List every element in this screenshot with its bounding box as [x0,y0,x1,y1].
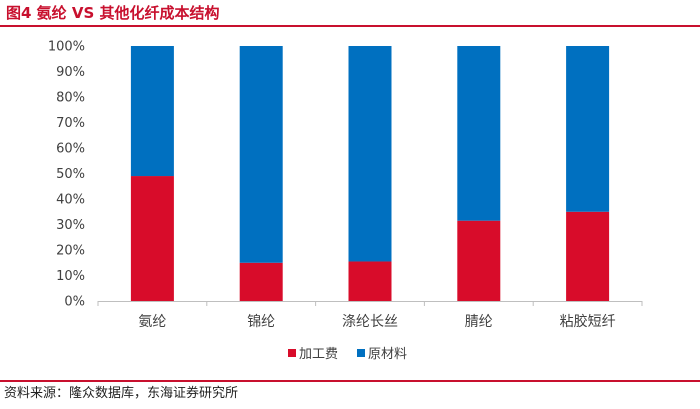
bar-material [348,46,392,262]
x-tick-label: 涤纶长丝 [342,314,398,330]
bar-material [566,46,610,212]
source-note: 资料来源：隆众数据库，东海证券研究所 [4,386,239,401]
stacked-bar-chart: 0% 10% 20% 30% 40% 50% 60% 70% 80% 90% 100% 氨纶 锦纶 涤纶… [48,40,643,362]
y-tick-label: 50% [56,167,85,182]
title-rule [0,25,700,27]
legend-label: 原材料 [368,347,407,362]
legend-label: 加工费 [299,347,338,362]
x-axis: 氨纶 锦纶 涤纶长丝 腈纶 粘胶短纤 [97,301,643,330]
x-tick-label: 氨纶 [138,314,166,330]
legend-swatch [357,349,365,357]
bar-processing [566,211,610,301]
y-tick-label: 70% [56,116,85,131]
bar-processing [130,176,174,301]
x-tick-label: 腈纶 [465,314,493,330]
x-tick-label: 粘胶短纤 [560,313,616,330]
bar-processing [348,261,392,301]
y-tick-label: 100% [48,40,85,55]
x-tick-label: 锦纶 [247,313,275,330]
y-axis: 0% 10% 20% 30% 40% 50% 60% 70% 80% 90% 100% [48,40,85,310]
y-tick-label: 80% [56,91,85,106]
y-tick-label: 60% [56,142,85,157]
bar-material [130,46,174,177]
y-tick-label: 20% [56,244,85,259]
y-tick-label: 10% [56,269,85,284]
y-tick-label: 90% [56,65,85,80]
figure-title: 图4 氨纶 VS 其他化纤成本结构 [6,4,220,22]
bars [130,46,610,301]
bar-processing [457,220,501,301]
bar-material [239,46,283,263]
source-rule [0,380,700,382]
legend-swatch [288,349,296,357]
legend: 加工费 原材料 [288,347,407,362]
y-tick-label: 30% [56,218,85,233]
bar-material [457,46,501,221]
y-tick-label: 40% [56,193,85,208]
y-tick-label: 0% [64,295,85,310]
bar-processing [239,262,283,301]
